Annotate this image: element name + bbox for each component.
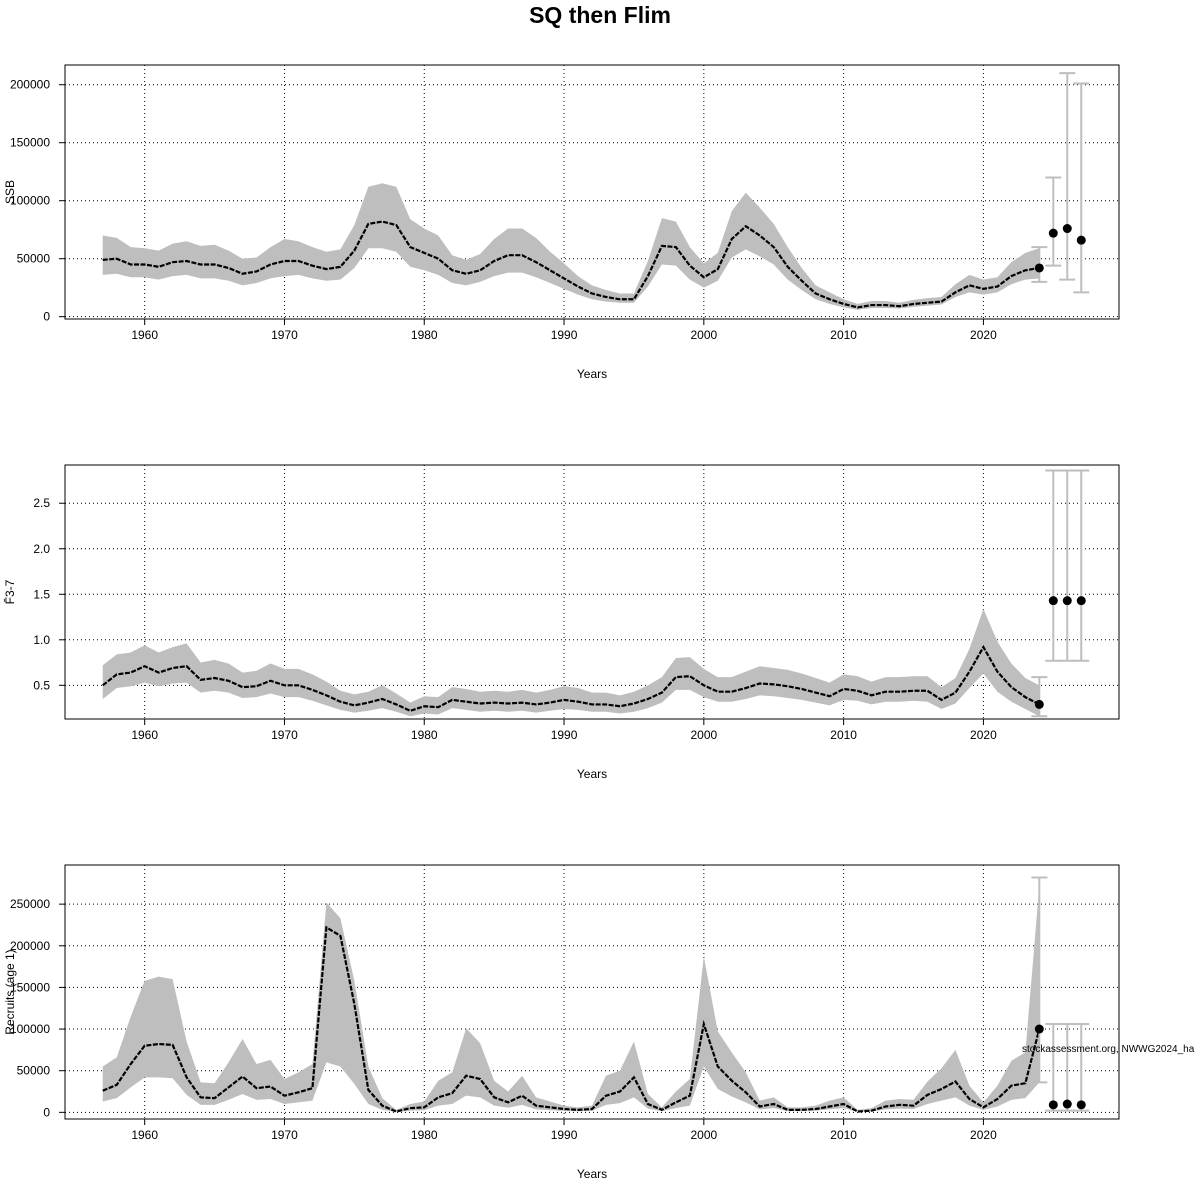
confidence-band bbox=[102, 183, 1040, 310]
x-tick-label: 2010 bbox=[830, 1128, 857, 1142]
x-tick-label: 2000 bbox=[690, 328, 717, 342]
estimate-line bbox=[102, 220, 1040, 309]
x-tick-label: 1990 bbox=[551, 1128, 578, 1142]
y-tick-label: 1.0 bbox=[33, 633, 50, 647]
watermark-text: stockassessment.org, NWWG2024_ha bbox=[1022, 1044, 1195, 1055]
y-axis-label: F̄3-7 bbox=[3, 579, 17, 604]
projection-point bbox=[1076, 235, 1086, 245]
x-axis-label: Years bbox=[577, 1167, 607, 1181]
x-tick-label: 2010 bbox=[830, 328, 857, 342]
x-tick-label: 1960 bbox=[131, 728, 158, 742]
y-tick-label: 0 bbox=[43, 1105, 50, 1119]
projection-point bbox=[1034, 263, 1044, 273]
x-tick-label: 1970 bbox=[271, 1128, 298, 1142]
projection-point bbox=[1062, 596, 1072, 606]
y-tick-label: 50000 bbox=[17, 1064, 51, 1078]
x-tick-label: 2000 bbox=[690, 1128, 717, 1142]
projection-point bbox=[1076, 596, 1086, 606]
y-tick-label: 0.5 bbox=[33, 678, 50, 692]
x-tick-label: 2000 bbox=[690, 728, 717, 742]
x-tick-label: 1970 bbox=[271, 328, 298, 342]
plot-frame bbox=[64, 864, 1120, 1120]
projection-errorbar bbox=[1059, 72, 1076, 281]
estimate-line bbox=[102, 925, 1041, 1113]
y-axis-label: SSB bbox=[3, 180, 17, 204]
x-tick-label: 2010 bbox=[830, 728, 857, 742]
x-axis-label: Years bbox=[577, 767, 607, 781]
projection-point bbox=[1048, 596, 1058, 606]
x-tick-label: 1960 bbox=[131, 1128, 158, 1142]
fbar-panel: 1960 1970 1980 1990 2000 2010 2020 0.5 1.0 1.5 2.0… bbox=[3, 464, 1120, 781]
x-tick-label: 1970 bbox=[271, 728, 298, 742]
projection-errorbar bbox=[1045, 1023, 1062, 1112]
projection-errorbar bbox=[1059, 469, 1076, 662]
x-tick-label: 2020 bbox=[970, 328, 997, 342]
recruits-panel: 1960 1970 1980 1990 2000 2010 2020 0 50000 100000… bbox=[3, 864, 1120, 1181]
x-tick-label: 2020 bbox=[970, 728, 997, 742]
y-tick-label: 2.0 bbox=[33, 542, 50, 556]
y-tick-label: 100000 bbox=[10, 194, 50, 208]
y-axis-label: Recruits (age 1) bbox=[3, 949, 17, 1034]
projection-point bbox=[1034, 699, 1044, 709]
confidence-band bbox=[102, 885, 1040, 1113]
y-tick-label: 0 bbox=[43, 310, 50, 324]
x-tick-label: 1980 bbox=[411, 728, 438, 742]
projection-errorbar bbox=[1073, 469, 1090, 662]
y-tick-label: 50000 bbox=[17, 252, 51, 266]
projection-point bbox=[1034, 1024, 1044, 1034]
projection-point bbox=[1062, 224, 1072, 234]
x-tick-label: 1980 bbox=[411, 328, 438, 342]
y-tick-label: 150000 bbox=[10, 136, 50, 150]
y-tick-label: 2.5 bbox=[33, 496, 50, 510]
y-tick-label: 150000 bbox=[10, 980, 50, 994]
x-tick-label: 2020 bbox=[970, 1128, 997, 1142]
y-tick-label: 200000 bbox=[10, 78, 50, 92]
projection-point bbox=[1076, 1100, 1086, 1110]
y-tick-label: 250000 bbox=[10, 897, 50, 911]
projection-point bbox=[1062, 1099, 1072, 1109]
x-tick-label: 1980 bbox=[411, 1128, 438, 1142]
x-tick-label: 1960 bbox=[131, 328, 158, 342]
plot-frame bbox=[64, 464, 1120, 720]
y-tick-label: 100000 bbox=[10, 1022, 50, 1036]
projection-errorbar bbox=[1045, 469, 1062, 662]
projection-errorbar bbox=[1059, 1023, 1076, 1112]
x-tick-label: 1990 bbox=[551, 328, 578, 342]
chart-title: SQ then Flim bbox=[529, 2, 671, 28]
y-tick-label: 1.5 bbox=[33, 587, 50, 601]
projection-errorbar bbox=[1073, 82, 1090, 294]
x-tick-label: 1990 bbox=[551, 728, 578, 742]
projection-errorbar bbox=[1031, 876, 1048, 1084]
ssb-panel: 1960 1970 1980 1990 2000 2010 2020 0 50000 100000… bbox=[3, 64, 1120, 381]
projection-errorbar bbox=[1031, 676, 1048, 718]
projection-errorbar bbox=[1045, 176, 1062, 267]
plot-frame bbox=[64, 64, 1120, 320]
projection-point bbox=[1048, 228, 1058, 238]
projection-errorbar bbox=[1073, 1023, 1090, 1112]
x-axis-label: Years bbox=[577, 367, 607, 381]
estimate-line bbox=[102, 644, 1040, 712]
projection-point bbox=[1048, 1100, 1058, 1110]
y-tick-label: 200000 bbox=[10, 939, 50, 953]
